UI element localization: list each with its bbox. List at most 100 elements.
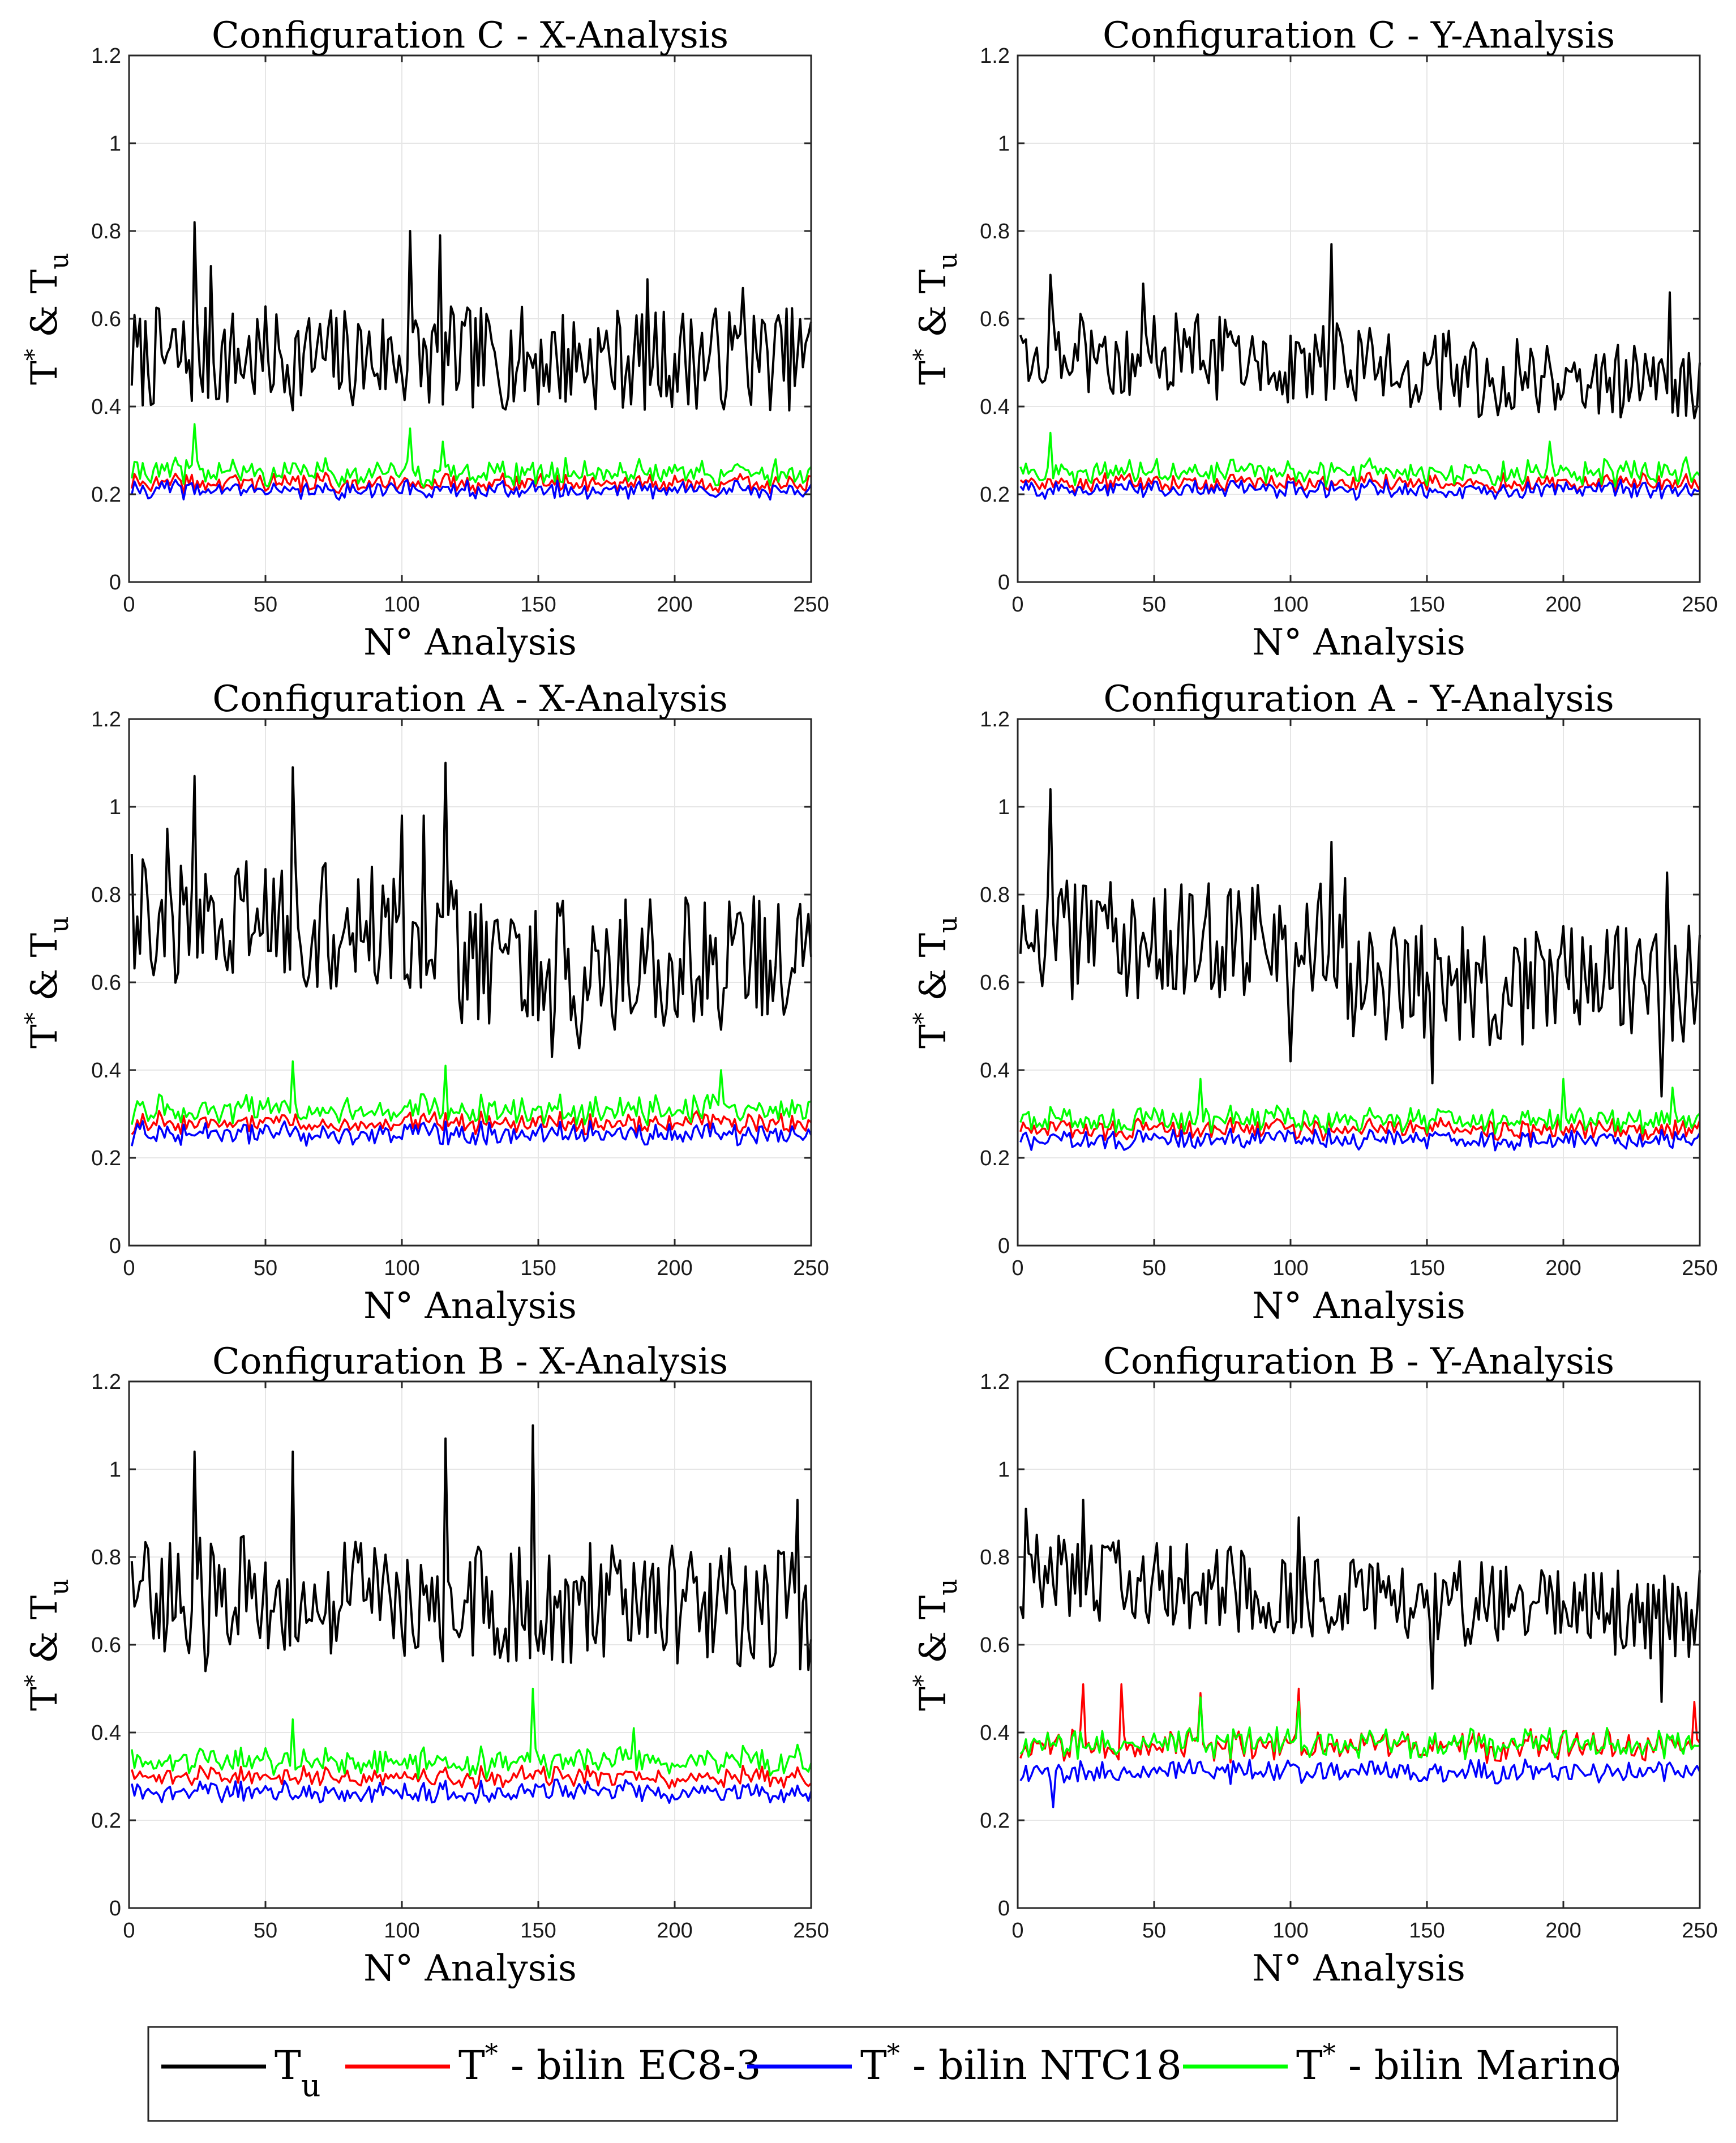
chart-panel: 0 50 100 150 200 250 0 0.2 0.4 0.6 0.8 1 1.2 Configur… <box>908 678 1718 1327</box>
series-line-ec8 <box>1019 1117 1701 1141</box>
x-tick-label: 50 <box>254 1256 277 1280</box>
y-tick-label: 1.2 <box>980 44 1010 68</box>
y-tick-label: 0.6 <box>980 971 1010 995</box>
x-tick-label: 250 <box>1682 1256 1717 1280</box>
x-tick-label: 100 <box>1272 1256 1308 1280</box>
x-axis-label: N° Analysis <box>363 1948 577 1990</box>
x-axis-label: N° Analysis <box>1252 622 1465 664</box>
x-tick-label: 100 <box>384 1256 419 1280</box>
y-tick-label: 0 <box>998 1897 1010 1920</box>
y-tick-label: 0.2 <box>91 483 121 507</box>
chart-title: Configuration C - Y-Analysis <box>1103 15 1615 57</box>
y-tick-label: 0 <box>998 1234 1010 1258</box>
y-tick-label: 1 <box>998 1458 1010 1482</box>
y-tick-label: 0 <box>109 571 121 594</box>
series-line-ec8 <box>131 472 812 495</box>
x-tick-label: 0 <box>1011 1256 1023 1280</box>
y-tick-label: 0.4 <box>91 395 121 419</box>
series-line-tu <box>1019 1499 1701 1703</box>
x-tick-label: 50 <box>1142 1256 1166 1280</box>
x-tick-label: 0 <box>1011 593 1023 617</box>
x-tick-label: 150 <box>1409 1919 1444 1943</box>
y-tick-label: 1 <box>998 132 1010 156</box>
chart-panel: 0 50 100 150 200 250 0 0.2 0.4 0.6 0.8 1 1.2 Configur… <box>908 1341 1718 1990</box>
x-tick-label: 200 <box>657 1919 692 1943</box>
x-tick-label: 250 <box>793 593 829 617</box>
series-line-ec8 <box>131 1110 812 1136</box>
y-axis-label: T* & Tu <box>20 1579 74 1711</box>
y-tick-label: 0 <box>109 1897 121 1920</box>
y-tick-label: 0.6 <box>91 307 121 331</box>
series-line-ec8 <box>1019 472 1701 495</box>
series-line-ntc18 <box>131 1120 812 1147</box>
x-tick-label: 200 <box>657 593 692 617</box>
y-axis-label: T* & Tu <box>908 1579 963 1711</box>
y-tick-label: 0 <box>109 1234 121 1258</box>
chart-title: Configuration B - Y-Analysis <box>1103 1341 1614 1383</box>
x-tick-label: 0 <box>123 1919 135 1943</box>
x-axis-label: N° Analysis <box>363 1285 577 1327</box>
series-line-marino <box>1019 1077 1701 1135</box>
legend-item: T* - bilin NTC18 <box>747 2038 1182 2089</box>
series-line-tu <box>1019 788 1701 1098</box>
series-line-marino <box>131 1687 812 1780</box>
x-tick-label: 150 <box>520 1256 556 1280</box>
chart-title: Configuration A - X-Analysis <box>212 678 727 720</box>
x-tick-label: 150 <box>1409 1256 1444 1280</box>
y-axis-label: T* & Tu <box>908 916 963 1049</box>
x-tick-label: 0 <box>123 593 135 617</box>
y-tick-label: 0.4 <box>91 1059 121 1083</box>
y-tick-label: 0.8 <box>980 883 1010 907</box>
legend-box <box>147 2026 1618 2122</box>
x-tick-label: 100 <box>1272 593 1308 617</box>
x-tick-label: 100 <box>1272 1919 1308 1943</box>
series-line-marino <box>1019 1696 1700 1760</box>
legend-item: T* - bilin EC8-3 <box>345 2038 761 2089</box>
x-tick-label: 250 <box>1682 1919 1717 1943</box>
chart-title: Configuration A - Y-Analysis <box>1103 678 1614 720</box>
y-axis-label: T* & Tu <box>20 916 74 1049</box>
legend-item: Tu <box>161 2042 320 2103</box>
x-tick-label: 150 <box>1409 593 1444 617</box>
chart-title: Configuration C - X-Analysis <box>212 15 728 57</box>
y-tick-label: 1 <box>109 1458 121 1482</box>
y-axis-label: T* & Tu <box>908 253 963 385</box>
y-tick-label: 0.2 <box>980 1147 1010 1170</box>
x-tick-label: 50 <box>254 1919 277 1943</box>
x-axis-label: N° Analysis <box>1252 1948 1465 1990</box>
y-tick-label: 1.2 <box>980 708 1010 732</box>
x-axis-label: N° Analysis <box>363 622 577 664</box>
x-tick-label: 200 <box>1545 1919 1581 1943</box>
series-line-ntc18 <box>1019 1127 1701 1152</box>
x-tick-label: 150 <box>520 1919 556 1943</box>
y-tick-label: 1.2 <box>91 44 121 68</box>
y-tick-label: 0.6 <box>91 971 121 995</box>
x-tick-label: 250 <box>793 1256 829 1280</box>
chart-panel: 0 50 100 150 200 250 0 0.2 0.4 0.6 0.8 1 1.2 Configur… <box>20 678 829 1327</box>
y-tick-label: 0.2 <box>91 1147 121 1170</box>
series-line-ntc18 <box>131 478 812 501</box>
x-tick-label: 200 <box>657 1256 692 1280</box>
legend-item: T* - bilin Marino <box>1183 2038 1621 2089</box>
series-line-marino <box>131 423 812 489</box>
legend-label: T* - bilin EC8-3 <box>458 2038 761 2089</box>
y-axis-label: T* & Tu <box>20 253 74 385</box>
series-line-tu <box>130 221 812 412</box>
chart-title: Configuration B - X-Analysis <box>212 1341 728 1383</box>
y-tick-label: 1.2 <box>980 1370 1010 1394</box>
legend-label: Tu <box>275 2042 320 2103</box>
x-tick-label: 250 <box>1682 593 1717 617</box>
x-tick-label: 0 <box>1011 1919 1023 1943</box>
y-tick-label: 1.2 <box>91 1370 121 1394</box>
series-line-marino <box>1019 431 1701 487</box>
series-line-tu <box>130 1424 812 1673</box>
series-line-marino <box>131 1060 812 1126</box>
y-tick-label: 0 <box>998 571 1010 594</box>
x-tick-label: 150 <box>520 593 556 617</box>
x-tick-label: 200 <box>1545 1256 1581 1280</box>
x-tick-label: 50 <box>1142 1919 1166 1943</box>
y-tick-label: 0.8 <box>91 1546 121 1569</box>
y-tick-label: 0.6 <box>980 307 1010 331</box>
